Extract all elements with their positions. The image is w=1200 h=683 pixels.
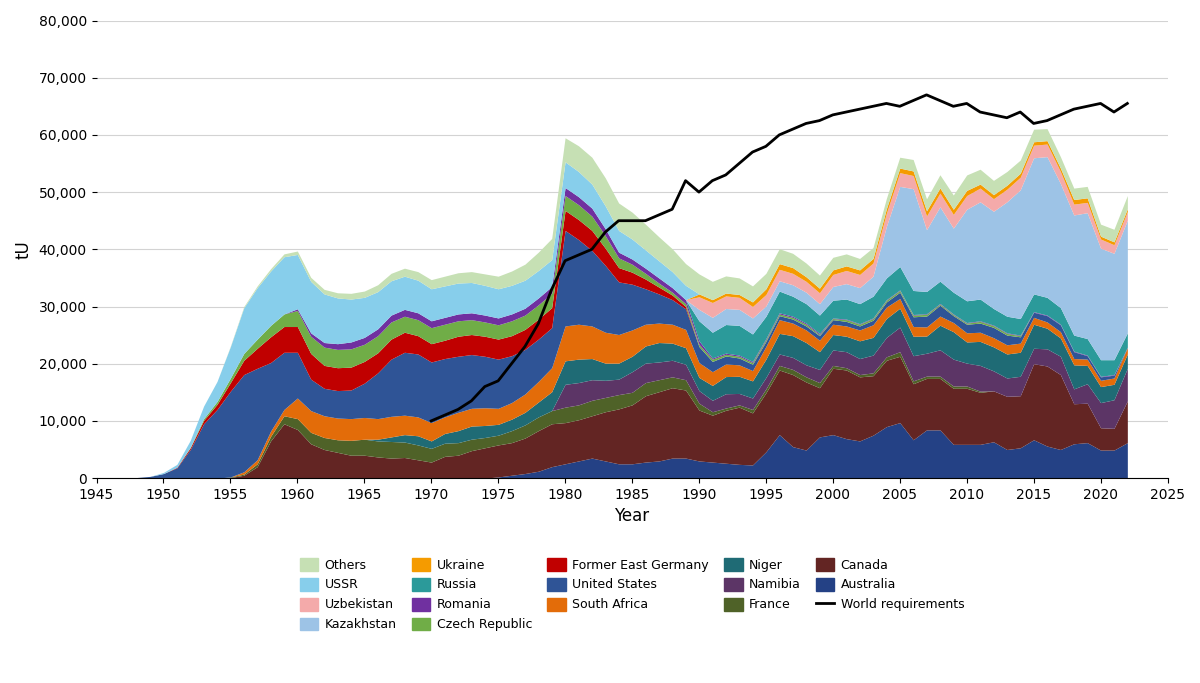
Y-axis label: tU: tU — [14, 240, 32, 259]
Legend: Others, USSR, Uzbekistan, Kazakhstan, Ukraine, Russia, Romania, Czech Republic, : Others, USSR, Uzbekistan, Kazakhstan, Uk… — [295, 553, 970, 637]
X-axis label: Year: Year — [614, 507, 649, 525]
